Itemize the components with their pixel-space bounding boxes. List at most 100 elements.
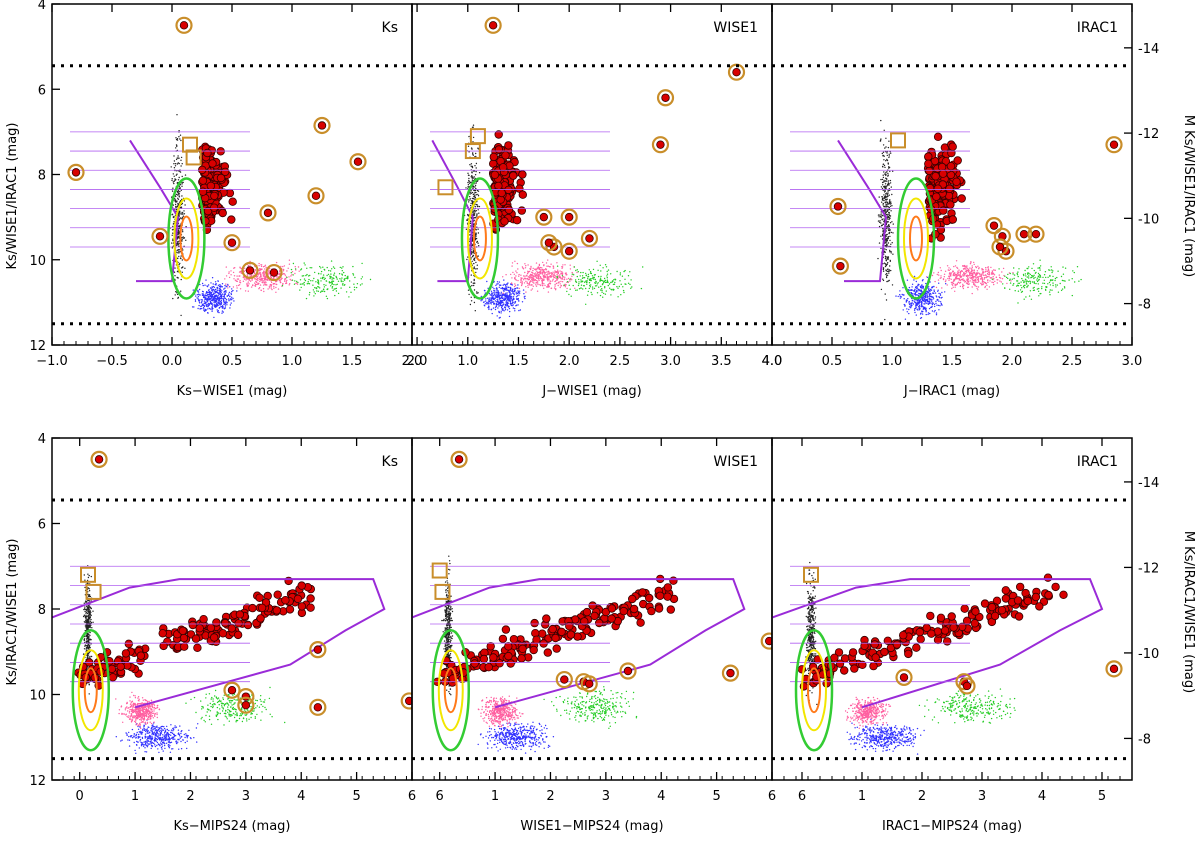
population-dot [986, 284, 988, 286]
population-dot [997, 279, 999, 281]
population-dot [987, 266, 990, 268]
population-dot [886, 239, 888, 241]
population-dot [525, 291, 527, 293]
population-dot [578, 278, 580, 281]
population-dot [470, 202, 472, 205]
population-dot [988, 273, 991, 275]
population-dot [930, 300, 933, 302]
population-dot [231, 288, 233, 290]
population-dot [229, 304, 232, 306]
population-dot [210, 291, 212, 293]
population-dot [933, 272, 935, 274]
population-dot [948, 279, 950, 281]
population-dot [1038, 295, 1040, 297]
population-dot [885, 249, 887, 251]
population-dot [971, 267, 973, 269]
population-dot [473, 258, 476, 260]
population-dot [256, 281, 258, 284]
population-dot [1017, 290, 1020, 292]
population-dot [564, 285, 566, 287]
population-dot [175, 147, 177, 149]
population-dot [1037, 267, 1039, 269]
population-dot [931, 310, 934, 312]
population-dot [341, 284, 344, 286]
population-dot [986, 288, 988, 290]
population-dot [505, 300, 507, 302]
population-dot [914, 294, 917, 296]
population-dot [548, 276, 551, 278]
population-dot [599, 264, 601, 266]
population-dot [882, 174, 884, 176]
population-dot [173, 271, 176, 273]
population-dot [511, 265, 513, 267]
contour [466, 197, 493, 280]
highlight-point [539, 212, 549, 222]
population-dot [917, 294, 920, 297]
population-dot [585, 287, 587, 290]
population-dot [1001, 278, 1004, 280]
population-dot [533, 280, 535, 282]
population-dot [502, 292, 504, 294]
population-dot [472, 153, 474, 155]
population-dot [974, 273, 976, 275]
population-dot [588, 282, 591, 284]
population-dot [260, 265, 263, 268]
population-dot [283, 265, 286, 267]
population-dot [505, 274, 507, 276]
population-dot [1056, 284, 1059, 286]
population-dot [556, 279, 558, 281]
population-dot [514, 284, 517, 287]
population-dot [988, 275, 990, 278]
population-dot [889, 205, 892, 207]
population-dot [512, 307, 515, 309]
population-dot [530, 265, 532, 268]
population-dot [475, 155, 477, 158]
population-dot [562, 264, 564, 266]
population-dot [991, 273, 993, 275]
population-dot [1054, 277, 1057, 280]
population-dot [889, 189, 891, 192]
population-dot [471, 201, 473, 203]
population-dot [473, 301, 476, 304]
population-dot [229, 286, 231, 288]
population-dot [916, 302, 918, 305]
population-dot [303, 281, 305, 284]
population-dot [1005, 276, 1008, 279]
population-dot [524, 275, 526, 277]
population-dot [219, 285, 221, 288]
population-dot [552, 278, 554, 281]
population-dot [1011, 278, 1013, 280]
highlight-ring [265, 263, 283, 282]
population-dot [539, 278, 541, 280]
population-dot [475, 152, 477, 155]
population-dot [882, 144, 885, 146]
population-dot [250, 286, 253, 288]
population-dot [334, 288, 336, 290]
population-dot [884, 239, 887, 241]
population-dot [585, 272, 587, 275]
population-dot [321, 277, 324, 280]
population-dot [197, 307, 199, 310]
population-dot [554, 275, 557, 277]
population-dot [178, 136, 180, 138]
population-dot [516, 304, 518, 306]
population-dot [488, 307, 490, 309]
population-dot [967, 268, 969, 270]
population-dot [940, 303, 943, 305]
population-dot [245, 279, 247, 281]
population-dot [609, 287, 611, 289]
population-dot [937, 290, 939, 292]
population-dot [884, 166, 886, 169]
population-dot [980, 284, 983, 286]
population-dot [987, 269, 990, 271]
population-dot [474, 174, 477, 176]
population-dot [228, 271, 230, 273]
population-dot [883, 194, 885, 196]
population-dot [517, 298, 519, 301]
population-dot [528, 278, 531, 280]
population-dot [1023, 298, 1025, 300]
population-dot [202, 284, 204, 287]
population-dot [512, 288, 514, 290]
population-dot [939, 305, 941, 307]
population-dot [561, 281, 564, 283]
